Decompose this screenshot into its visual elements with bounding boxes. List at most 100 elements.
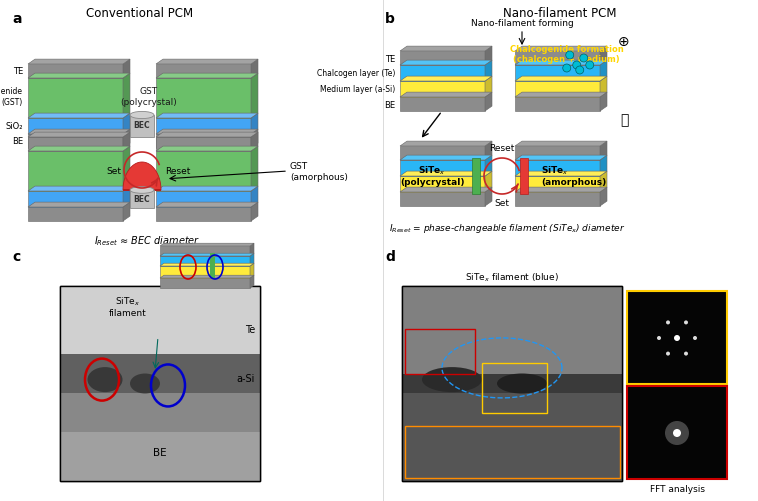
Polygon shape [600, 188, 607, 206]
Polygon shape [28, 130, 130, 135]
Ellipse shape [497, 374, 547, 394]
Text: SiTe$_x$
filament: SiTe$_x$ filament [109, 295, 147, 318]
Bar [627, 292, 727, 384]
Polygon shape [130, 116, 154, 138]
Polygon shape [485, 61, 492, 82]
Text: TE: TE [13, 67, 23, 76]
Polygon shape [251, 114, 258, 135]
Polygon shape [515, 161, 600, 177]
Polygon shape [156, 74, 258, 79]
Polygon shape [123, 163, 161, 190]
Text: c: c [12, 249, 20, 264]
Polygon shape [400, 52, 485, 66]
Polygon shape [400, 98, 485, 112]
Polygon shape [28, 74, 130, 79]
Polygon shape [472, 159, 480, 194]
Polygon shape [160, 246, 250, 257]
Bar [405, 329, 475, 374]
Bar [402, 287, 622, 374]
Text: d: d [385, 249, 395, 264]
Polygon shape [123, 130, 130, 149]
Polygon shape [600, 172, 607, 192]
Ellipse shape [422, 367, 482, 392]
Polygon shape [515, 77, 607, 82]
Polygon shape [156, 187, 258, 191]
Bar [60, 287, 260, 355]
Polygon shape [251, 74, 258, 119]
Polygon shape [400, 77, 492, 82]
Polygon shape [160, 276, 254, 279]
Polygon shape [160, 264, 254, 267]
Text: Set: Set [106, 166, 121, 175]
Polygon shape [28, 79, 123, 119]
Polygon shape [156, 203, 258, 207]
Bar [627, 386, 727, 479]
Polygon shape [600, 77, 607, 98]
Text: SiTe$_x$
(amorphous): SiTe$_x$ (amorphous) [541, 164, 606, 187]
Ellipse shape [130, 187, 154, 194]
Polygon shape [515, 156, 607, 161]
Circle shape [693, 336, 697, 340]
Polygon shape [400, 177, 485, 192]
Polygon shape [400, 147, 485, 161]
Polygon shape [250, 243, 254, 257]
Polygon shape [156, 65, 251, 79]
Text: a-Si: a-Si [236, 373, 255, 383]
Text: BEC: BEC [133, 120, 150, 129]
Polygon shape [400, 47, 492, 52]
Text: Set: Set [494, 198, 509, 207]
Polygon shape [123, 60, 130, 79]
Polygon shape [28, 138, 123, 152]
Polygon shape [515, 147, 600, 161]
Text: Conventional PCM: Conventional PCM [86, 7, 193, 20]
Text: SiTe$_x$ filament (blue): SiTe$_x$ filament (blue) [465, 271, 559, 284]
Bar [60, 432, 260, 481]
Bar [482, 363, 547, 413]
Bar [405, 426, 620, 478]
Polygon shape [600, 93, 607, 112]
Circle shape [684, 321, 688, 325]
Text: BE: BE [384, 100, 395, 109]
Circle shape [673, 429, 681, 437]
Text: SiTe$_x$
(polycrystal): SiTe$_x$ (polycrystal) [400, 164, 465, 187]
Polygon shape [515, 172, 607, 177]
Polygon shape [515, 82, 600, 98]
Polygon shape [28, 152, 123, 191]
Polygon shape [123, 203, 130, 221]
Polygon shape [485, 47, 492, 66]
Text: $I_{Reset}$ ≈ BEC diameter: $I_{Reset}$ ≈ BEC diameter [94, 233, 200, 247]
Polygon shape [156, 138, 251, 152]
Text: Chalcogenide
(GST): Chalcogenide (GST) [0, 87, 23, 107]
Polygon shape [123, 74, 130, 119]
Polygon shape [515, 66, 600, 82]
Text: Chalcogen layer (Te): Chalcogen layer (Te) [317, 69, 395, 78]
Polygon shape [251, 133, 258, 152]
Polygon shape [400, 161, 485, 177]
Polygon shape [520, 159, 528, 194]
Polygon shape [160, 267, 250, 279]
Polygon shape [485, 142, 492, 161]
Text: Te: Te [245, 324, 255, 334]
Circle shape [665, 421, 689, 445]
Polygon shape [250, 254, 254, 267]
Ellipse shape [87, 367, 123, 392]
Text: ⊕: ⊕ [619, 35, 630, 49]
Polygon shape [160, 279, 250, 289]
Polygon shape [28, 207, 123, 221]
Polygon shape [515, 52, 600, 66]
Polygon shape [600, 47, 607, 66]
Text: BE: BE [12, 137, 23, 146]
Polygon shape [156, 207, 251, 221]
Polygon shape [123, 147, 130, 191]
Polygon shape [156, 60, 258, 65]
Polygon shape [28, 135, 123, 149]
Circle shape [580, 55, 587, 63]
Polygon shape [160, 254, 254, 257]
Text: Nano-filament forming: Nano-filament forming [471, 19, 573, 28]
Polygon shape [28, 60, 130, 65]
Circle shape [684, 352, 688, 356]
Text: SiO₂: SiO₂ [5, 121, 23, 130]
Polygon shape [515, 188, 607, 192]
Polygon shape [600, 61, 607, 82]
Circle shape [576, 67, 584, 75]
